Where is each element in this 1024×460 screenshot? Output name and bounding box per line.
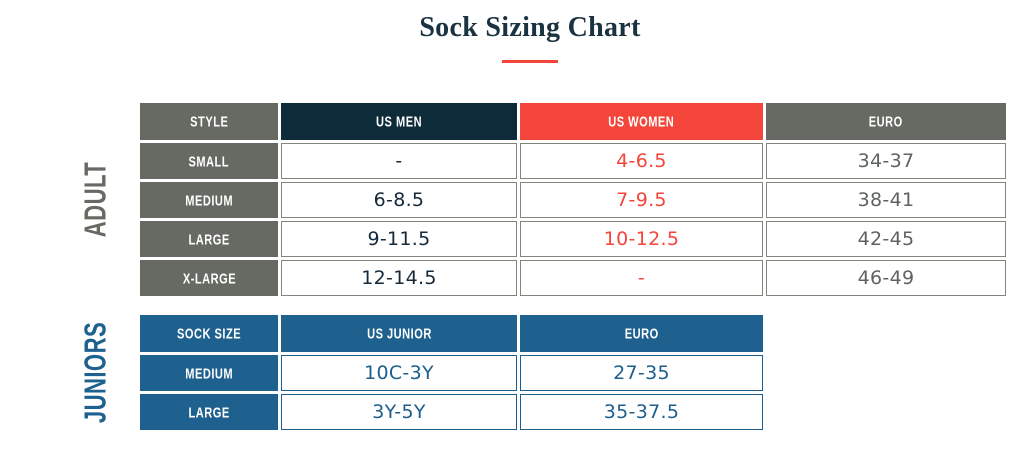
adult-section-label: ADULT (78, 161, 113, 238)
adult-small-us-women: 4-6.5 (520, 143, 763, 179)
title-divider (502, 60, 558, 63)
adult-table: STYLE US MEN US WOMEN EURO SMALL - 4-6.5… (140, 103, 1006, 296)
juniors-section: JUNIORS (60, 315, 132, 430)
juniors-medium-euro: 27-35 (520, 355, 763, 391)
adult-header-style: STYLE (140, 103, 278, 140)
adult-small-euro: 34-37 (766, 143, 1006, 179)
juniors-table: SOCK SIZE US JUNIOR EURO MEDIUM 10C-3Y 2… (140, 315, 763, 430)
juniors-section-label: JUNIORS (78, 321, 113, 424)
juniors-large-us-junior: 3Y-5Y (281, 394, 517, 430)
adult-x-large-euro: 46-49 (766, 260, 1006, 296)
juniors-row-label-medium: MEDIUM (140, 355, 278, 391)
adult-large-us-men: 9-11.5 (281, 221, 517, 257)
juniors-large-euro: 35-37.5 (520, 394, 763, 430)
juniors-header-us-junior: US JUNIOR (281, 315, 517, 352)
adult-large-us-women: 10-12.5 (520, 221, 763, 257)
adult-x-large-us-men: 12-14.5 (281, 260, 517, 296)
juniors-header-sock-size: SOCK SIZE (140, 315, 278, 352)
adult-medium-us-men: 6-8.5 (281, 182, 517, 218)
adult-row-label-small: SMALL (140, 143, 278, 179)
adult-small-us-men: - (281, 143, 517, 179)
adult-medium-us-women: 7-9.5 (520, 182, 763, 218)
adult-header-us-women: US WOMEN (520, 103, 763, 140)
adult-header-euro: EURO (766, 103, 1006, 140)
adult-row-label-large: LARGE (140, 221, 278, 257)
juniors-header-euro: EURO (520, 315, 763, 352)
adult-x-large-us-women: - (520, 260, 763, 296)
page-title: Sock Sizing Chart (419, 12, 641, 43)
adult-medium-euro: 38-41 (766, 182, 1006, 218)
title-block: Sock Sizing Chart (140, 12, 920, 63)
adult-row-label-x-large: X-LARGE (140, 260, 278, 296)
adult-row-label-medium: MEDIUM (140, 182, 278, 218)
juniors-row-label-large: LARGE (140, 394, 278, 430)
juniors-medium-us-junior: 10C-3Y (281, 355, 517, 391)
adult-header-us-men: US MEN (281, 103, 517, 140)
adult-large-euro: 42-45 (766, 221, 1006, 257)
adult-section: ADULT (60, 103, 132, 296)
